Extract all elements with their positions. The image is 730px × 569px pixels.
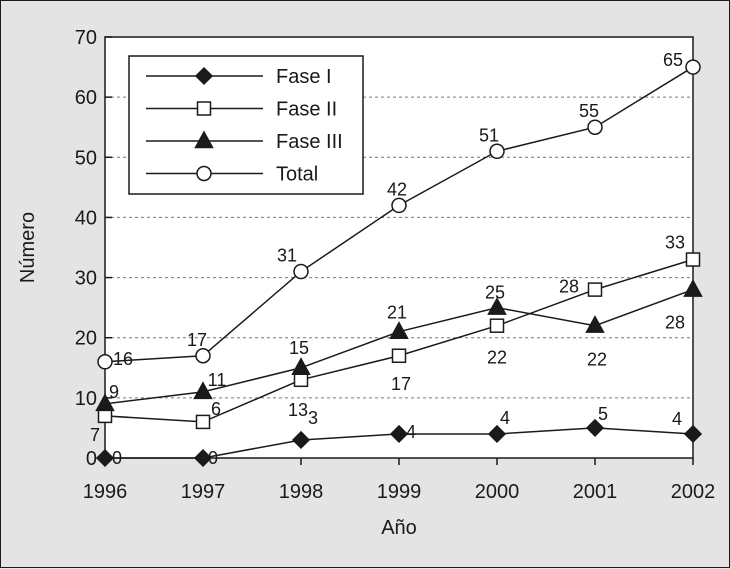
data-label: 25 [485,283,505,303]
data-label: 22 [487,348,507,368]
y-tick-label: 0 [86,448,97,470]
data-label: 42 [387,179,407,199]
legend-marker [196,101,212,116]
data-label: 22 [587,350,607,370]
data-label: 28 [665,313,685,333]
data-point [585,315,605,333]
data-point [97,408,113,424]
data-point [293,372,309,388]
data-point [391,197,407,214]
data-point [193,381,213,400]
data-point [683,279,703,297]
legend-label: Total [276,164,318,186]
data-point [685,252,701,267]
data-label: 28 [559,277,579,297]
legend-marker [194,66,214,86]
data-point [195,348,211,364]
data-point [685,59,701,75]
legend-marker [196,165,212,182]
series-fase-ii: 7 6 13 17 22 28 33 [90,233,701,445]
data-label: 21 [387,303,407,323]
data-label: 9 [109,382,119,402]
data-point [489,143,505,160]
data-label: 13 [288,400,308,420]
x-tick-label: 1998 [279,481,324,503]
data-point [587,119,603,135]
data-point [195,414,211,430]
data-label: 17 [187,330,207,350]
data-point [95,393,115,412]
y-tick-label: 20 [75,328,97,350]
series-fase-iii: 9 11 15 21 25 22 28 [95,279,703,412]
data-point [389,321,409,339]
data-point [489,318,505,333]
data-label: 7 [90,425,100,445]
data-label: 3 [308,408,318,428]
legend-marker [194,130,214,149]
y-tick-label: 30 [75,268,97,290]
x-tick-label: 2002 [671,481,716,503]
data-label: 15 [289,338,309,358]
data-point [389,424,409,444]
series-layer: 0 0 3 4 4 5 4 7 6 13 17 22 28 33 9 11 15 21 25 22 28 16 17 31 42… [90,50,703,468]
x-tick-label: 1997 [181,481,226,503]
data-label: 0 [208,448,218,468]
data-label: 6 [211,399,221,419]
data-point [487,297,507,315]
data-label: 4 [672,409,682,429]
x-tick-label: 1996 [83,481,128,503]
legend-box [128,55,364,195]
series-total: 16 17 31 42 51 55 65 [97,50,701,370]
data-point [293,263,309,280]
data-point [487,424,507,444]
data-label: 65 [663,50,683,70]
legend-label: Fase III [276,131,343,153]
data-label: 51 [479,125,499,145]
data-point [391,348,407,364]
y-tick-label: 70 [75,27,97,49]
data-point [291,357,311,376]
y-tick-label: 10 [75,388,97,410]
data-label: 11 [208,370,227,390]
legend: Fase I Fase II Fase III Total [128,55,364,195]
x-tick-label: 2001 [573,481,618,503]
x-tick-label: 2000 [475,481,520,503]
x-axis-title: Año [381,517,417,539]
y-tick-label: 50 [75,147,97,169]
data-label: 17 [391,374,411,394]
data-label: 31 [277,246,297,266]
legend-label: Fase I [276,66,332,88]
data-label: 4 [406,422,416,442]
data-label: 0 [112,448,122,468]
y-tick-label: 40 [75,207,97,229]
y-tick-label: 60 [75,87,97,109]
data-point [193,448,213,468]
data-point [585,418,605,437]
data-label: 55 [579,101,599,121]
data-label: 5 [598,404,608,424]
data-label: 16 [113,349,133,369]
data-label: 4 [500,408,510,428]
x-tick-label: 1999 [377,481,422,503]
legend-label: Fase II [276,99,337,121]
data-point [587,282,603,297]
data-label: 33 [665,233,685,253]
data-point [95,448,115,468]
data-point [291,430,311,450]
data-point [97,354,113,370]
series-fase-i: 0 0 3 4 4 5 4 [95,404,703,468]
y-axis-title: Número [17,212,39,283]
data-point [683,424,703,444]
